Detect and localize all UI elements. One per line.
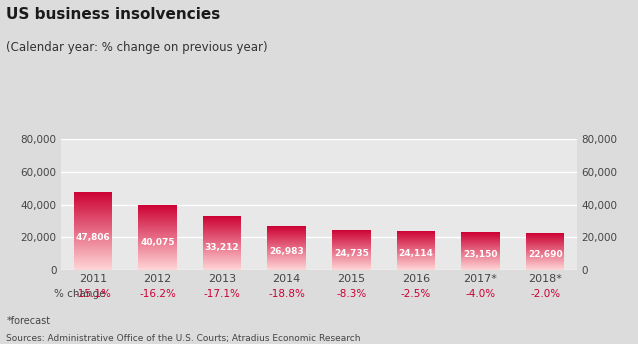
Bar [73, 196, 112, 197]
Bar [73, 269, 112, 270]
Bar [73, 218, 112, 219]
Bar [73, 193, 112, 194]
Bar [73, 259, 112, 260]
Bar [73, 248, 112, 249]
Bar [73, 258, 112, 259]
Bar [73, 246, 112, 247]
Text: % change: % change [54, 289, 106, 299]
Bar [73, 232, 112, 233]
Text: Sources: Administrative Office of the U.S. Courts; Atradius Economic Research: Sources: Administrative Office of the U.… [6, 334, 361, 343]
Bar [73, 228, 112, 229]
Bar [73, 204, 112, 205]
Bar [73, 236, 112, 237]
Bar [73, 231, 112, 232]
Text: 24,735: 24,735 [334, 249, 369, 258]
Bar [73, 222, 112, 223]
Text: 24,114: 24,114 [399, 249, 433, 258]
Text: -15.1%: -15.1% [75, 289, 112, 299]
Bar [73, 241, 112, 242]
Bar [73, 230, 112, 231]
Bar [73, 201, 112, 202]
Bar [73, 224, 112, 225]
Bar [73, 251, 112, 252]
Bar [73, 253, 112, 254]
Bar [73, 192, 112, 193]
Bar [73, 254, 112, 255]
Bar [73, 266, 112, 267]
Bar [73, 267, 112, 268]
Bar [73, 212, 112, 213]
Text: -16.2%: -16.2% [139, 289, 176, 299]
Bar [73, 268, 112, 269]
Bar [73, 220, 112, 221]
Bar [73, 245, 112, 246]
Text: 22,690: 22,690 [528, 250, 563, 259]
Text: 40,075: 40,075 [140, 238, 175, 247]
Bar [73, 225, 112, 226]
Text: *forecast: *forecast [6, 316, 50, 326]
Bar [73, 265, 112, 266]
Text: -17.1%: -17.1% [204, 289, 241, 299]
Bar [73, 238, 112, 239]
Bar [73, 209, 112, 210]
Bar [73, 208, 112, 209]
Bar [73, 211, 112, 212]
Bar [73, 242, 112, 243]
Text: (Calendar year: % change on previous year): (Calendar year: % change on previous yea… [6, 41, 268, 54]
Bar [73, 264, 112, 265]
Bar [73, 234, 112, 235]
Text: -2.5%: -2.5% [401, 289, 431, 299]
Bar [73, 260, 112, 261]
Text: 47,806: 47,806 [75, 233, 110, 242]
Bar [73, 223, 112, 224]
Bar [73, 240, 112, 241]
Bar [73, 216, 112, 217]
Bar [73, 215, 112, 216]
Bar [73, 213, 112, 214]
Text: US business insolvencies: US business insolvencies [6, 7, 221, 22]
Text: -18.8%: -18.8% [268, 289, 305, 299]
Bar [73, 210, 112, 211]
Bar [73, 203, 112, 204]
Bar [73, 197, 112, 198]
Bar [73, 235, 112, 236]
Text: -2.0%: -2.0% [530, 289, 560, 299]
Bar [73, 195, 112, 196]
Bar [73, 233, 112, 234]
Bar [73, 263, 112, 264]
Bar [73, 252, 112, 253]
Bar [73, 217, 112, 218]
Bar [73, 255, 112, 256]
Bar [73, 247, 112, 248]
Bar [73, 194, 112, 195]
Bar [73, 214, 112, 215]
Bar [73, 202, 112, 203]
Bar [73, 257, 112, 258]
Bar [73, 205, 112, 206]
Bar [73, 207, 112, 208]
Bar [73, 250, 112, 251]
Bar [73, 239, 112, 240]
Text: -4.0%: -4.0% [466, 289, 496, 299]
Text: 26,983: 26,983 [269, 247, 304, 256]
Bar [73, 206, 112, 207]
Bar [73, 261, 112, 262]
Text: -8.3%: -8.3% [336, 289, 366, 299]
Bar [73, 249, 112, 250]
Bar [73, 198, 112, 199]
Bar [73, 229, 112, 230]
Text: 23,150: 23,150 [463, 250, 498, 259]
Bar [73, 199, 112, 200]
Bar [73, 262, 112, 263]
Bar [73, 227, 112, 228]
Bar [73, 237, 112, 238]
Bar [73, 243, 112, 244]
Bar [73, 219, 112, 220]
Bar [73, 226, 112, 227]
Bar [73, 221, 112, 222]
Bar [73, 244, 112, 245]
Text: 33,212: 33,212 [205, 243, 239, 252]
Bar [73, 200, 112, 201]
Bar [73, 256, 112, 257]
